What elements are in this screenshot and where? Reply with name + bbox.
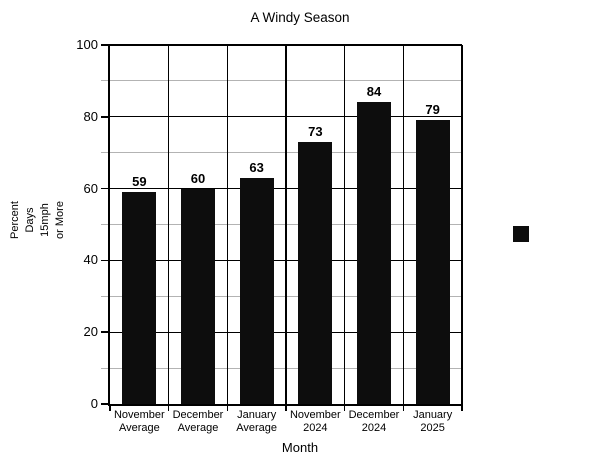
x-axis-line <box>108 404 462 406</box>
category-label-line: January <box>237 409 277 421</box>
bar <box>122 192 157 404</box>
bar <box>415 120 450 404</box>
bar <box>298 141 333 404</box>
plot-area: 0 20 40 60 80 100 59 November Average 60 December A… <box>76 37 463 434</box>
column-gridline <box>343 45 346 404</box>
x-tickmark <box>285 404 287 411</box>
chart-title: A Windy Season <box>250 10 350 25</box>
x-tickmark <box>167 404 170 411</box>
bar-value-label: 63 <box>249 159 264 175</box>
y-tick-label: 20 <box>83 324 98 340</box>
x-tickmark <box>461 404 463 411</box>
bar-value-label: 73 <box>308 123 323 139</box>
category-label: November 2024 <box>282 409 349 434</box>
y-axis-title-line: Percent <box>9 201 21 239</box>
y-tickmark <box>101 331 110 333</box>
column-gridline <box>226 45 229 404</box>
gridline-minor <box>101 152 462 154</box>
bar-value-label: 60 <box>190 170 206 186</box>
category-label: December Average <box>165 409 232 434</box>
column-gridline <box>167 45 170 404</box>
bar <box>357 102 391 404</box>
category-label-line: 2024 <box>303 421 328 434</box>
category-label-line: 2024 <box>361 421 387 434</box>
x-tickmark <box>402 404 405 411</box>
y-axis-title-line: or More <box>54 201 66 239</box>
bar <box>239 177 274 404</box>
category-label-line: November <box>113 409 165 421</box>
y-tickmark <box>101 403 110 405</box>
x-tickmark <box>226 404 229 411</box>
y-axis-line <box>108 45 110 406</box>
bar-value-label: 59 <box>132 174 147 190</box>
category-label-line: December <box>172 409 224 421</box>
category-label: January Average <box>223 409 290 434</box>
category-label: November Average <box>106 409 173 434</box>
y-tick-label: 60 <box>83 180 98 196</box>
category-label-line: Average <box>177 421 219 434</box>
y-axis-title: Percent Days 15mph or More <box>8 145 68 295</box>
category-label-line: January <box>413 409 453 421</box>
y-tick-label: 40 <box>83 252 98 268</box>
y-tick-label: 0 <box>90 396 98 411</box>
bar-value-label: 84 <box>366 84 382 100</box>
column-gridline <box>461 45 463 404</box>
gridline-minor <box>101 295 462 297</box>
category-label-line: November <box>289 409 341 421</box>
y-tickmark <box>101 187 110 190</box>
y-tickmark <box>101 44 110 46</box>
category-label-line: 2025 <box>420 421 445 434</box>
gridline-minor <box>101 367 462 369</box>
bar <box>181 188 215 404</box>
category-label: December 2024 <box>341 409 408 434</box>
x-tickmark <box>343 404 346 411</box>
y-tick-label: 80 <box>83 108 98 124</box>
y-axis-title-line: 15mph <box>39 203 51 237</box>
category-label: January 2025 <box>399 409 466 434</box>
legend-marker <box>513 226 529 242</box>
y-tickmark <box>101 259 110 262</box>
category-label-line: December <box>348 409 400 421</box>
x-axis-title: Month <box>281 440 319 455</box>
category-label-line: Average <box>118 421 160 434</box>
bar-value-label: 79 <box>425 102 440 118</box>
category-label-line: Average <box>236 421 278 434</box>
y-tickmark <box>101 116 110 118</box>
y-tick-label: 100 <box>76 37 98 52</box>
column-gridline <box>285 45 287 404</box>
y-axis-title-line: Days <box>24 207 36 233</box>
gridline-minor <box>101 80 462 82</box>
x-tickmark <box>109 404 111 411</box>
column-gridline <box>402 45 405 404</box>
gridline-minor <box>101 224 462 225</box>
